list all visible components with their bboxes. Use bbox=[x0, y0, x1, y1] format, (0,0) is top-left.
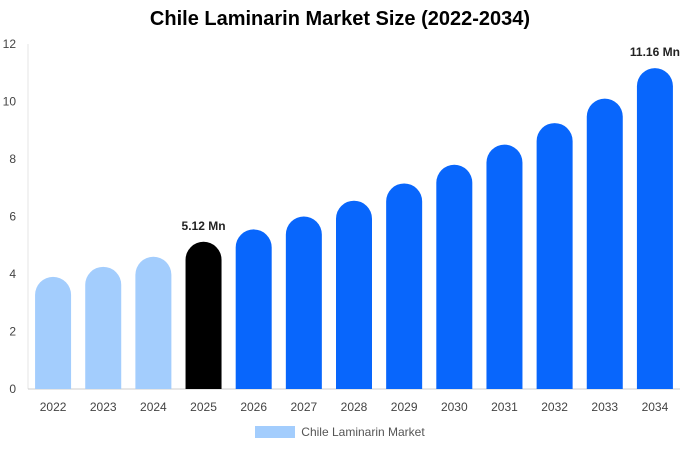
y-tick-label: 0 bbox=[9, 382, 16, 396]
legend-label: Chile Laminarin Market bbox=[301, 425, 425, 439]
x-tick-label: 2033 bbox=[591, 400, 618, 414]
x-tick-label: 2024 bbox=[140, 400, 167, 414]
y-tick-label: 2 bbox=[9, 325, 16, 339]
bar-2028[interactable] bbox=[336, 200, 372, 389]
bar-2032[interactable] bbox=[536, 123, 573, 390]
bar-2031[interactable] bbox=[486, 144, 523, 389]
x-tick-label: 2031 bbox=[491, 400, 518, 414]
y-tick-label: 4 bbox=[9, 267, 16, 281]
y-tick-label: 10 bbox=[3, 95, 17, 109]
legend-swatch bbox=[255, 426, 296, 438]
y-tick-label: 8 bbox=[9, 152, 16, 166]
x-tick-label: 2034 bbox=[642, 400, 669, 414]
data-label: 5.12 Mn bbox=[182, 219, 226, 233]
x-tick-label: 2022 bbox=[40, 400, 67, 414]
y-tick-label: 12 bbox=[3, 37, 17, 51]
x-tick-label: 2029 bbox=[391, 400, 418, 414]
x-tick-label: 2028 bbox=[341, 400, 368, 414]
bar-2023[interactable] bbox=[85, 266, 122, 389]
bar-2029[interactable] bbox=[386, 183, 423, 389]
x-tick-label: 2027 bbox=[290, 400, 317, 414]
y-tick-label: 6 bbox=[9, 210, 16, 224]
bar-2033[interactable] bbox=[586, 98, 623, 389]
x-tick-label: 2032 bbox=[541, 400, 568, 414]
legend[interactable]: Chile Laminarin Market bbox=[0, 425, 680, 439]
bar-2026[interactable] bbox=[235, 229, 272, 389]
bar-2034[interactable] bbox=[636, 68, 673, 390]
data-label: 11.16 Mn bbox=[630, 45, 680, 59]
bar-2030[interactable] bbox=[436, 164, 473, 389]
bar-2024[interactable] bbox=[135, 256, 172, 389]
x-tick-label: 2026 bbox=[240, 400, 267, 414]
x-tick-label: 2023 bbox=[90, 400, 117, 414]
x-tick-label: 2025 bbox=[190, 400, 217, 414]
bar-2022[interactable] bbox=[35, 276, 72, 389]
x-tick-label: 2030 bbox=[441, 400, 468, 414]
bar-2027[interactable] bbox=[285, 216, 322, 390]
chart-title: Chile Laminarin Market Size (2022-2034) bbox=[149, 8, 531, 30]
bar-2025[interactable] bbox=[185, 241, 222, 389]
